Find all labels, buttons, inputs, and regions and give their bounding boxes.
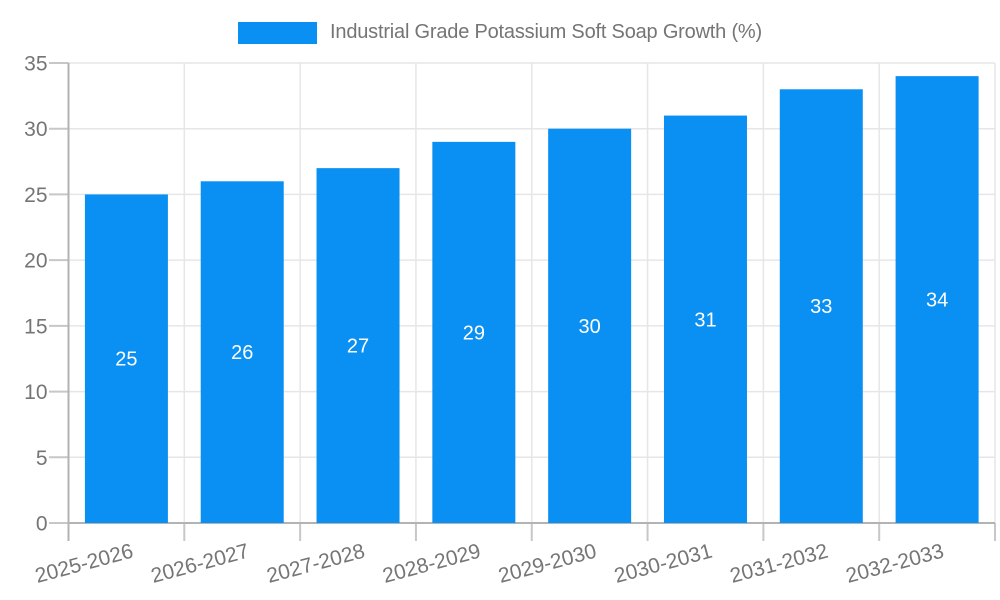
y-axis-tick-label: 15 <box>24 315 47 338</box>
bar-value-label: 33 <box>810 296 832 318</box>
bar[interactable] <box>84 194 168 523</box>
chart-title: Industrial Grade Potassium Soft Soap Gro… <box>330 21 762 43</box>
y-axis-tick-label: 25 <box>24 184 47 207</box>
x-axis-label: 2028-2029 <box>380 540 483 588</box>
bar-value-label: 30 <box>579 316 601 338</box>
bar[interactable] <box>316 168 400 523</box>
y-axis-tick-label: 5 <box>36 447 48 470</box>
bar-value-label: 34 <box>926 290 948 312</box>
bar-value-label: 25 <box>115 349 137 371</box>
bar-value-label: 29 <box>463 322 485 344</box>
y-axis-tick-label: 30 <box>24 118 47 141</box>
bar[interactable] <box>200 181 284 524</box>
x-axis-label: 2027-2028 <box>264 540 367 588</box>
bar[interactable] <box>779 89 863 524</box>
bar[interactable] <box>895 76 979 524</box>
x-axis-label: 2029-2030 <box>496 540 599 588</box>
bar-value-label: 31 <box>694 309 716 331</box>
y-axis-tick-label: 35 <box>24 53 47 76</box>
bar[interactable] <box>432 141 516 523</box>
legend-swatch[interactable] <box>238 21 318 44</box>
y-axis-tick-label: 20 <box>24 250 47 273</box>
x-axis-label: 2031-2032 <box>728 540 831 588</box>
bar-value-label: 26 <box>231 342 253 364</box>
bar[interactable] <box>548 128 632 523</box>
x-axis-label: 2032-2033 <box>843 540 946 588</box>
y-axis-tick-label: 0 <box>36 513 48 536</box>
x-axis-label: 2025-2026 <box>33 540 136 588</box>
chart-legend[interactable]: Industrial Grade Potassium Soft Soap Gro… <box>0 21 1000 44</box>
bar[interactable] <box>663 115 747 524</box>
x-axis-label: 2030-2031 <box>612 540 715 588</box>
bar-value-label: 27 <box>347 336 369 358</box>
y-axis-tick-label: 10 <box>24 381 47 404</box>
x-axis-label: 2026-2027 <box>149 540 252 588</box>
